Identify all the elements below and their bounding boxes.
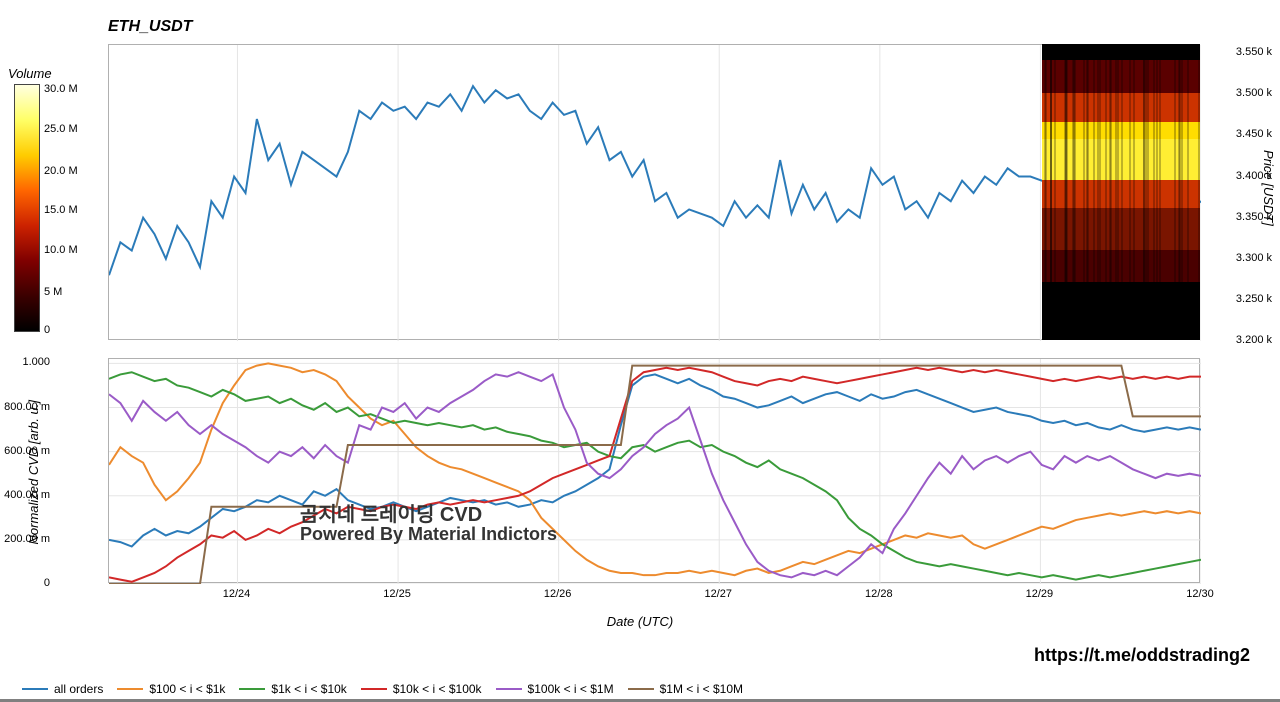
telegram-link[interactable]: https://t.me/oddstrading2 xyxy=(1034,645,1250,666)
price-axis-label: Price [USDT] xyxy=(1261,150,1276,226)
date-axis-label: Date (UTC) xyxy=(0,614,1280,629)
watermark-text-1: 곰지네 트레이딩 CVD xyxy=(300,498,482,527)
price-chart xyxy=(108,44,1200,340)
legend-item[interactable]: $1M < i < $10M xyxy=(628,682,743,696)
orderbook-heatmap xyxy=(1042,44,1200,340)
legend-item[interactable]: $100 < i < $1k xyxy=(117,682,225,696)
chart-title: ETH_USDT xyxy=(108,18,192,36)
legend-item[interactable]: all orders xyxy=(22,682,103,696)
legend-item[interactable]: $10k < i < $100k xyxy=(361,682,482,696)
volume-axis-label: Volume xyxy=(8,66,52,81)
cvd-chart xyxy=(108,358,1200,583)
legend: all orders $100 < i < $1k $1k < i < $10k $1… xyxy=(22,682,743,696)
legend-item[interactable]: $100k < i < $1M xyxy=(496,682,614,696)
legend-item[interactable]: $1k < i < $10k xyxy=(239,682,346,696)
volume-colorbar xyxy=(14,84,40,332)
cvd-axis-label: Normalized CVD [arb. u.] xyxy=(26,400,41,545)
watermark-text-2: Powered By Material Indictors xyxy=(300,524,557,545)
